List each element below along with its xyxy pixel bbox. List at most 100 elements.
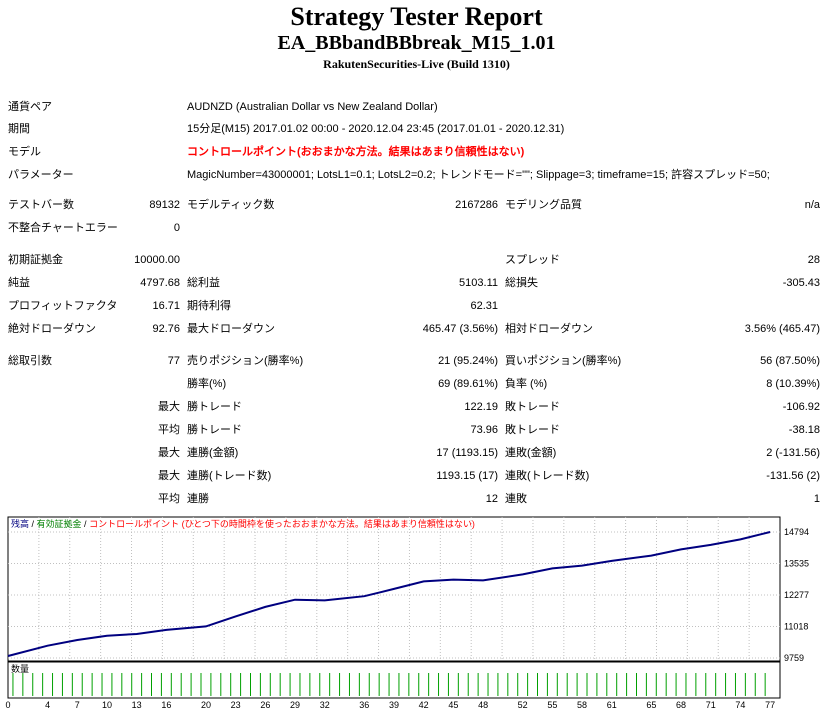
avg-cons-wins-value: 12: [485, 493, 498, 505]
pf-value: 16.71: [152, 300, 180, 312]
largest-win-label: 勝トレード: [187, 401, 242, 413]
x-tick-label: 74: [735, 700, 745, 710]
avg-cons-prefix: 平均: [158, 493, 180, 505]
x-tick-label: 52: [518, 700, 528, 710]
x-tick-label: 45: [448, 700, 458, 710]
x-tick-label: 39: [389, 700, 399, 710]
mismatch-value: 0: [173, 222, 180, 234]
cons-losses-value: 2 (-131.56): [766, 447, 820, 459]
cons-profit-label: 連勝(トレード数): [187, 470, 272, 482]
gross-profit-label: 総利益: [187, 277, 220, 289]
params-label: パラメーター: [8, 169, 74, 181]
params-value: MagicNumber=43000001; LotsL1=0.1; LotsL2…: [187, 169, 770, 181]
x-tick-label: 32: [320, 700, 330, 710]
pf-label: プロフィットファクタ: [8, 300, 118, 312]
largest-prefix: 最大: [158, 401, 180, 413]
abs-dd-label: 絶対ドローダウン: [8, 323, 96, 335]
balance-chart-area: 残高 / 有効証拠金 / コントロールポイント (ひとつ下の時間枠を使ったおおま…: [5, 516, 809, 710]
ticks-value: 2167286: [455, 199, 498, 211]
x-tick-label: 77: [765, 700, 775, 710]
x-tick-label: 7: [75, 700, 80, 710]
y-tick-label: 14794: [784, 527, 809, 537]
x-tick-label: 36: [359, 700, 369, 710]
expected-label: 期待利得: [187, 300, 231, 312]
loss-value: 8 (10.39%): [766, 378, 820, 390]
x-tick-label: 61: [607, 700, 617, 710]
x-tick-label: 13: [132, 700, 142, 710]
avg-cons-losses-label: 連敗: [505, 493, 527, 505]
x-tick-label: 71: [706, 700, 716, 710]
x-tick-label: 58: [577, 700, 587, 710]
mismatch-label: 不整合チャートエラー: [8, 222, 118, 234]
bars-label: テストバー数: [8, 199, 74, 211]
y-tick-label: 13535: [784, 559, 809, 569]
deposit-value: 10000.00: [134, 254, 180, 266]
average-prefix: 平均: [158, 424, 180, 436]
report-title: Strategy Tester Report: [290, 2, 543, 31]
y-tick-label: 9759: [784, 653, 804, 663]
long-value: 56 (87.50%): [760, 355, 820, 367]
balance-legend: 残高 / 有効証拠金 / コントロールポイント (ひとつ下の時間枠を使ったおおま…: [11, 518, 475, 529]
max-dd-value: 465.47 (3.56%): [422, 323, 498, 335]
cons-losses-label: 連敗(金額): [505, 447, 557, 459]
x-tick-label: 65: [646, 700, 656, 710]
avg-loss-value: -38.18: [788, 424, 820, 436]
max-cons-prefix: 最大: [158, 447, 180, 459]
bars-value: 89132: [149, 199, 180, 211]
short-label: 売りポジション(勝率%): [187, 355, 304, 367]
ea-name: EA_BBbandBBbreak_M15_1.01: [277, 32, 556, 54]
quality-label: モデリング品質: [505, 199, 582, 211]
largest-loss-label: 敗トレード: [505, 401, 560, 413]
win-value: 69 (89.61%): [438, 378, 498, 390]
gross-profit-value: 5103.11: [459, 277, 498, 289]
period-value: 15分足(M15) 2017.01.02 00:00 - 2020.12.04 …: [187, 123, 565, 135]
x-tick-label: 20: [201, 700, 211, 710]
deposit-label: 初期証拠金: [8, 254, 63, 266]
cons-profit-value: 1193.15 (17): [436, 470, 498, 482]
short-value: 21 (95.24%): [438, 355, 498, 367]
volume-chart-title: 数量: [11, 663, 29, 674]
cons-loss-label: 連敗(トレード数): [505, 470, 590, 482]
volume-chart-frame: [7, 661, 781, 699]
trades-value: 77: [167, 355, 180, 367]
x-tick-label: 0: [5, 700, 10, 710]
avg-cons-wins-label: 連勝: [187, 493, 209, 505]
cons-wins-value: 17 (1193.15): [436, 447, 498, 459]
rel-dd-value: 3.56% (465.47): [744, 323, 820, 335]
symbol-value: AUDNZD (Australian Dollar vs New Zealand…: [187, 101, 438, 113]
y-tick-label: 12277: [784, 590, 809, 600]
x-tick-label: 68: [676, 700, 686, 710]
largest-loss-value: -106.92: [782, 401, 820, 413]
x-tick-label: 23: [231, 700, 241, 710]
volume-x-ticks: 0 4 7 10 13 16 20 23 26 29 32 36 39 42 45 48 52 55 58 61 65 6…: [5, 700, 775, 710]
largest-win-value: 122.19: [464, 401, 498, 413]
period-label: 期間: [8, 123, 30, 135]
model-label: モデル: [8, 146, 41, 158]
max-cons2-prefix: 最大: [158, 470, 180, 482]
x-tick-label: 4: [45, 700, 50, 710]
loss-label: 負率 (%): [505, 378, 548, 390]
quality-value: n/a: [804, 199, 820, 211]
server-info: RakutenSecurities-Live (Build 1310): [323, 57, 510, 71]
avg-win-value: 73.96: [470, 424, 498, 436]
volume-bars: [12, 673, 766, 696]
y-tick-label: 11018: [784, 621, 808, 631]
x-tick-label: 16: [161, 700, 171, 710]
max-dd-label: 最大ドローダウン: [187, 323, 275, 335]
avg-win-label: 勝トレード: [187, 424, 242, 436]
x-tick-label: 26: [260, 700, 270, 710]
net-value: 4797.68: [140, 277, 180, 289]
ticks-label: モデルティック数: [187, 199, 275, 211]
long-label: 買いポジション(勝率%): [505, 355, 622, 367]
net-label: 純益: [8, 277, 30, 289]
trades-label: 総取引数: [8, 355, 52, 367]
balance-line: [7, 531, 771, 657]
x-tick-label: 29: [290, 700, 300, 710]
x-tick-label: 42: [419, 700, 429, 710]
symbol-label: 通貨ペア: [8, 101, 52, 113]
balance-chart-grid: [8, 517, 780, 661]
avg-loss-label: 敗トレード: [505, 424, 560, 436]
model-value: コントロールポイント(おおまかな方法。結果はあまり信頼性はない): [187, 146, 525, 158]
cons-loss-value: -131.56 (2): [766, 470, 820, 482]
x-tick-label: 48: [478, 700, 488, 710]
